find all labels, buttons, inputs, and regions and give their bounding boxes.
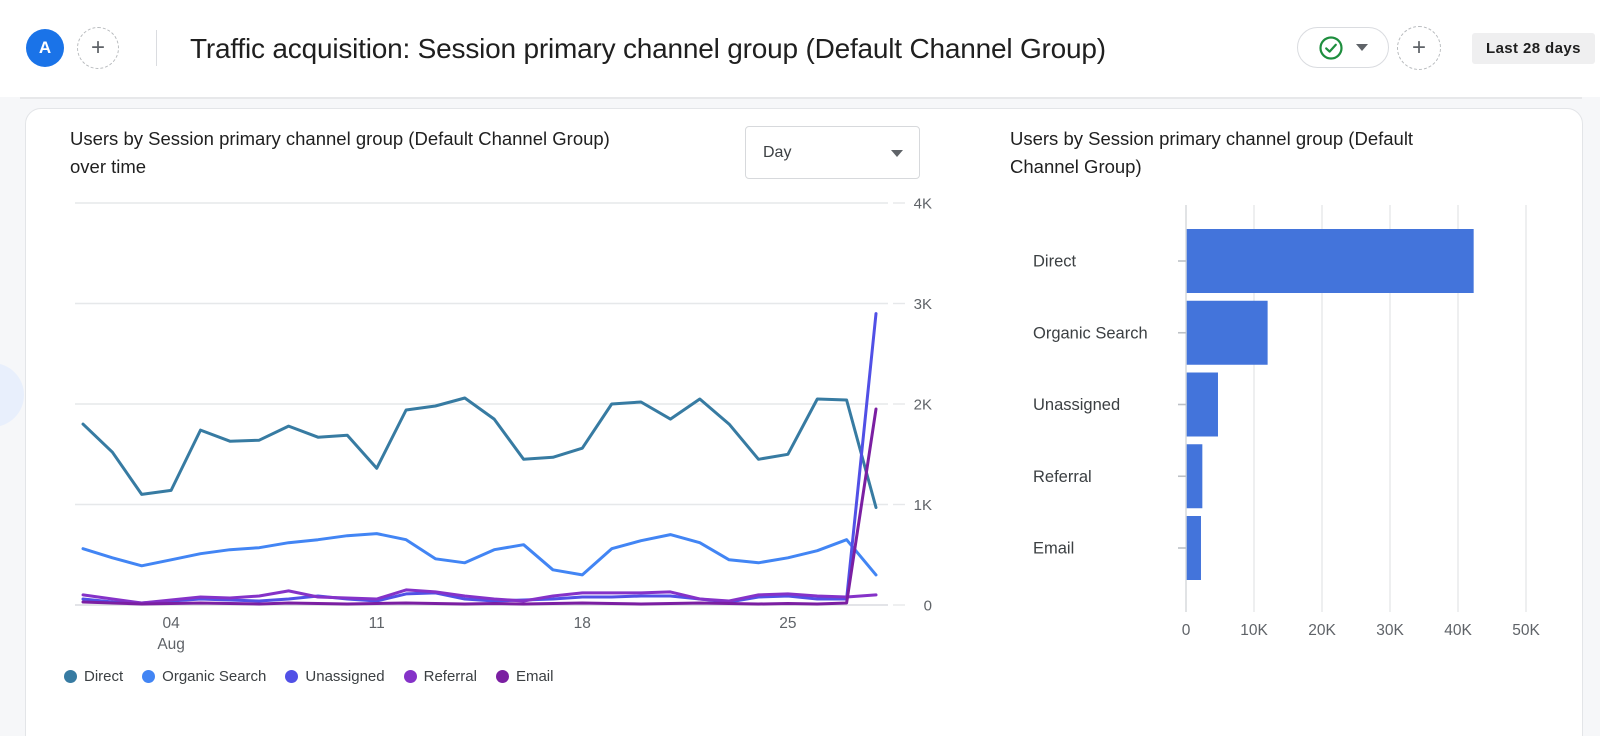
line-series-direct[interactable] bbox=[81, 396, 878, 509]
legend-label: Email bbox=[515, 668, 554, 685]
avatar[interactable]: A bbox=[26, 29, 64, 67]
plus-icon: + bbox=[90, 34, 105, 61]
bar-category-label: Referral bbox=[1033, 468, 1092, 486]
x-axis-label: 30K bbox=[1376, 622, 1404, 639]
divider bbox=[20, 97, 1582, 99]
chart-legend: Direct Organic Search Unassigned Referral Em… bbox=[64, 668, 553, 685]
page-title: Traffic acquisition: Session primary cha… bbox=[190, 33, 1106, 64]
line-series-email[interactable] bbox=[81, 407, 878, 606]
x-axis-label: 0 bbox=[1182, 622, 1191, 639]
legend-item-referral[interactable]: Referral bbox=[403, 668, 477, 685]
bar-email[interactable] bbox=[1186, 516, 1201, 580]
legend-label: Organic Search bbox=[162, 668, 267, 685]
legend-dot bbox=[403, 670, 417, 683]
granularity-value: Day bbox=[763, 144, 792, 161]
x-axis-sublabel: Aug bbox=[157, 636, 185, 653]
legend-item-email[interactable]: Email bbox=[495, 668, 554, 685]
date-range-badge[interactable]: Last 28 days bbox=[1472, 33, 1595, 64]
timeseries-chart-title: Users by Session primary channel group (… bbox=[70, 125, 710, 181]
legend-item-organic-search[interactable]: Organic Search bbox=[142, 668, 266, 685]
x-axis-label: 11 bbox=[369, 615, 385, 632]
x-axis-label: 25 bbox=[779, 615, 796, 632]
bar-category-label: Email bbox=[1033, 540, 1074, 558]
y-axis-label: 1K bbox=[914, 497, 932, 514]
x-axis-label: 20K bbox=[1308, 622, 1336, 639]
report-header: A + Traffic acquisition: Session primary… bbox=[0, 0, 1600, 97]
legend-label: Unassigned bbox=[305, 668, 385, 685]
y-axis-label: 3K bbox=[914, 296, 932, 313]
legend-item-unassigned[interactable]: Unassigned bbox=[285, 668, 385, 685]
x-axis-label: 50K bbox=[1512, 622, 1540, 639]
bar-category-label: Direct bbox=[1033, 253, 1077, 271]
bar-title-line1: Users by Session primary channel group (… bbox=[1010, 128, 1414, 149]
line-series-organic-search[interactable] bbox=[81, 532, 878, 577]
legend-dot bbox=[285, 670, 299, 683]
bar-chart-title: Users by Session primary channel group (… bbox=[1010, 125, 1530, 181]
x-axis-label: 04 bbox=[162, 615, 180, 632]
x-axis-label: 10K bbox=[1240, 622, 1268, 639]
left-edge-decoration bbox=[0, 363, 24, 427]
approval-status-button[interactable] bbox=[1297, 27, 1389, 68]
bar-title-line2: Channel Group) bbox=[1010, 156, 1142, 177]
y-axis-label: 0 bbox=[924, 598, 932, 615]
y-axis-label: 4K bbox=[914, 196, 932, 213]
bar-referral[interactable] bbox=[1186, 444, 1203, 509]
y-axis-label: 2K bbox=[914, 397, 932, 414]
line-series-referral[interactable] bbox=[81, 588, 878, 605]
legend-dot bbox=[142, 670, 156, 683]
bar-organic-search[interactable] bbox=[1186, 300, 1268, 365]
legend-dot bbox=[495, 670, 509, 683]
chevron-down-icon bbox=[1356, 44, 1368, 51]
chevron-down-icon bbox=[891, 150, 903, 157]
timeseries-title-line1: Users by Session primary channel group (… bbox=[70, 128, 610, 149]
bar-category-label: Organic Search bbox=[1033, 324, 1148, 342]
legend-item-direct[interactable]: Direct bbox=[64, 668, 123, 685]
bar-direct[interactable] bbox=[1186, 229, 1474, 293]
line-series-unassigned[interactable] bbox=[81, 312, 878, 605]
legend-label: Referral bbox=[423, 668, 477, 685]
legend-dot bbox=[64, 670, 77, 683]
timeseries-chart[interactable]: 0 1K 2K 3K 4K 04 Aug 11 18 25 bbox=[60, 195, 940, 660]
plus-icon: + bbox=[1411, 34, 1426, 61]
x-axis-label: 18 bbox=[574, 615, 591, 632]
x-axis-label: 40K bbox=[1444, 622, 1472, 639]
header-divider bbox=[156, 30, 157, 66]
legend-label: Direct bbox=[84, 668, 124, 685]
bar-category-label: Unassigned bbox=[1033, 396, 1120, 414]
bar-chart[interactable]: 0 10K 20K 30K 40K 50K Direct Organic Search Unas… bbox=[1000, 195, 1583, 665]
bar-unassigned[interactable] bbox=[1186, 372, 1218, 437]
granularity-select[interactable]: Day bbox=[745, 126, 920, 179]
add-button[interactable]: + bbox=[77, 27, 119, 69]
add-chart-button[interactable]: + bbox=[1397, 26, 1441, 70]
check-circle-icon bbox=[1319, 35, 1343, 60]
timeseries-title-line2: over time bbox=[70, 156, 147, 177]
